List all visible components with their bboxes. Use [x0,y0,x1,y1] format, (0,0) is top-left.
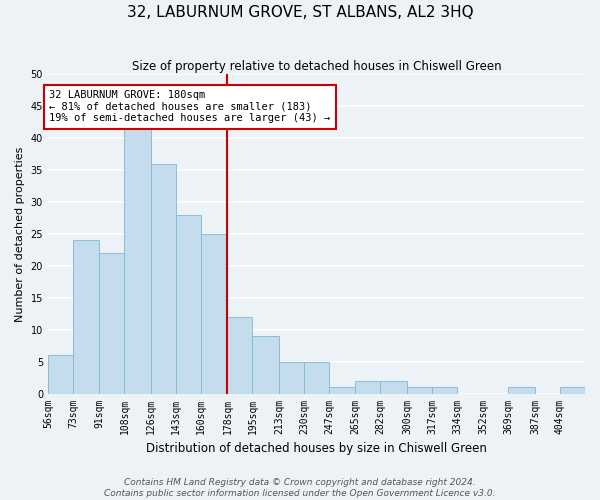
Bar [407,387,432,394]
Bar [279,362,304,394]
Bar [100,253,124,394]
Bar [380,381,407,394]
Bar [560,387,585,394]
Bar [253,336,279,394]
Bar [304,362,329,394]
Bar [508,387,535,394]
Text: Contains HM Land Registry data © Crown copyright and database right 2024.
Contai: Contains HM Land Registry data © Crown c… [104,478,496,498]
Text: 32 LABURNUM GROVE: 180sqm
← 81% of detached houses are smaller (183)
19% of semi: 32 LABURNUM GROVE: 180sqm ← 81% of detac… [49,90,331,124]
Bar [124,126,151,394]
Text: 32, LABURNUM GROVE, ST ALBANS, AL2 3HQ: 32, LABURNUM GROVE, ST ALBANS, AL2 3HQ [127,5,473,20]
Bar [201,234,227,394]
Bar [355,381,380,394]
Bar [48,355,73,394]
Bar [176,214,201,394]
X-axis label: Distribution of detached houses by size in Chiswell Green: Distribution of detached houses by size … [146,442,487,455]
Bar [432,387,457,394]
Bar [227,317,253,394]
Bar [73,240,100,394]
Y-axis label: Number of detached properties: Number of detached properties [15,146,25,322]
Bar [151,164,176,394]
Bar [329,387,355,394]
Title: Size of property relative to detached houses in Chiswell Green: Size of property relative to detached ho… [131,60,501,73]
